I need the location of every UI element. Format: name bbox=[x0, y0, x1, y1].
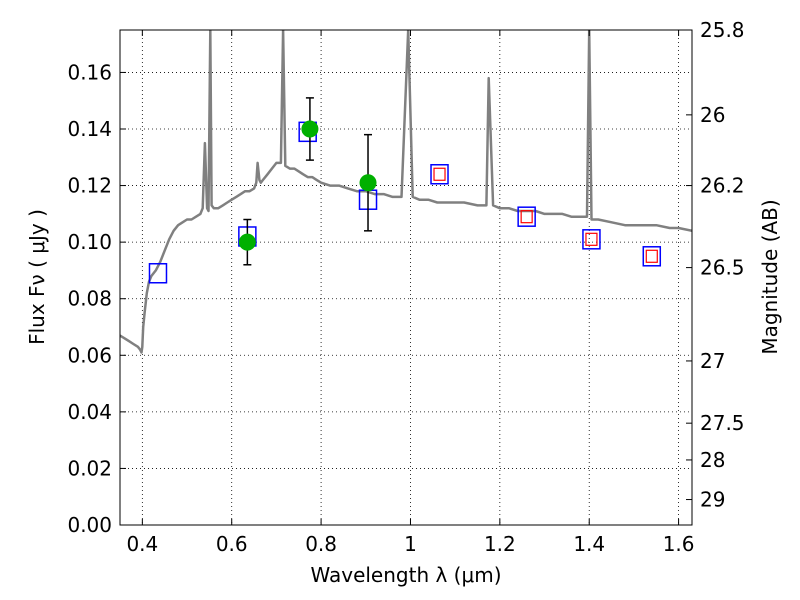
model-point bbox=[148, 263, 168, 284]
y2-tick-label: 27 bbox=[700, 349, 725, 373]
y2-tick-label: 28 bbox=[700, 448, 725, 472]
plot-frame bbox=[119, 29, 693, 526]
y-tick-label: 0.12 bbox=[67, 174, 112, 198]
x-tick-label: 0.4 bbox=[126, 532, 158, 556]
x-axis-ticks: 0.4 0.6 0.8 1 1.2 1.4 1.6 bbox=[126, 30, 695, 556]
spectrum-line bbox=[120, 30, 692, 354]
x-tick-label: 1.2 bbox=[484, 532, 516, 556]
model-point bbox=[582, 229, 601, 250]
y-tick-label: 0.10 bbox=[67, 230, 112, 254]
y2-tick-label: 25.8 bbox=[700, 18, 745, 42]
model-point bbox=[517, 206, 536, 227]
x-tick-label: 1 bbox=[404, 532, 417, 556]
observed-point bbox=[359, 174, 377, 192]
y-tick-label: 0.14 bbox=[67, 117, 112, 141]
y2-tick-label: 29 bbox=[700, 488, 725, 512]
x-tick-label: 0.6 bbox=[216, 532, 248, 556]
y2-tick-label: 27.5 bbox=[700, 411, 745, 435]
y-axis-ticks: 0.00 0.02 0.04 0.06 0.08 0.10 0.12 0.14 0.16 bbox=[67, 60, 126, 537]
y2-tick-label: 26.5 bbox=[700, 256, 745, 280]
y-tick-label: 0.04 bbox=[67, 400, 112, 424]
x-tick-label: 0.8 bbox=[305, 532, 337, 556]
y-tick-label: 0.00 bbox=[67, 513, 112, 537]
model-inner-point bbox=[520, 210, 533, 224]
x-tick-label: 1.6 bbox=[663, 532, 695, 556]
y-tick-label: 0.08 bbox=[67, 287, 112, 311]
y-tick-label: 0.02 bbox=[67, 456, 112, 480]
y-tick-label: 0.06 bbox=[67, 343, 112, 367]
y2-axis-ticks: 25.8 26 26.2 26.5 27 27.5 28 29 bbox=[686, 18, 745, 512]
y2-axis-label: Magnitude (AB) bbox=[758, 199, 782, 354]
model-point bbox=[430, 164, 449, 185]
model-inner-point bbox=[433, 167, 446, 181]
y2-tick-label: 26 bbox=[700, 103, 725, 127]
y2-tick-label: 26.2 bbox=[700, 174, 745, 198]
y-axis-label: Flux Fν ( μJy ) bbox=[25, 209, 49, 345]
observed-point bbox=[238, 233, 256, 251]
spectrum-series bbox=[120, 30, 692, 354]
x-tick-label: 1.4 bbox=[573, 532, 605, 556]
model-point bbox=[642, 246, 662, 267]
y-tick-label: 0.16 bbox=[67, 60, 112, 84]
model-inner-point bbox=[585, 232, 598, 246]
x-axis-label: Wavelength λ (μm) bbox=[310, 563, 501, 587]
observed-series bbox=[238, 97, 377, 266]
observed-point bbox=[301, 120, 319, 138]
model-inner-point bbox=[645, 249, 658, 263]
